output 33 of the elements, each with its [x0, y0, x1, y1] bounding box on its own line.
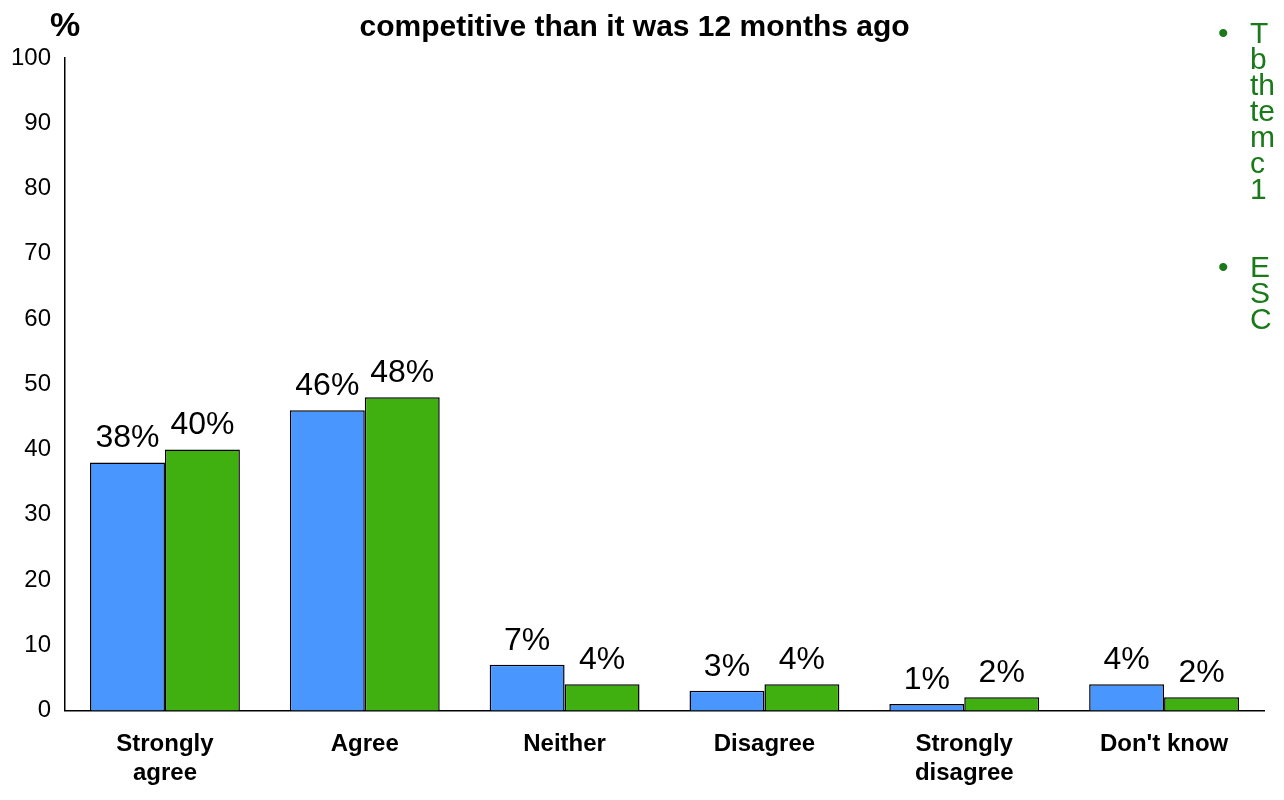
data-label: 4% — [578, 640, 626, 677]
data-label: 3% — [703, 646, 751, 683]
annotation: • E S C — [1218, 250, 1272, 336]
data-label: 1% — [903, 659, 950, 696]
y-tick-label: 80 — [24, 173, 52, 201]
data-label: 4% — [778, 640, 826, 677]
y-tick-label: 10 — [24, 629, 52, 657]
y-tick-label: 50 — [24, 368, 52, 396]
data-label: 4% — [1103, 640, 1150, 677]
annotation: • T b th te m c 1 — [1218, 16, 1276, 206]
data-label: 38% — [95, 418, 160, 455]
y-tick-label: 100 — [11, 42, 52, 70]
data-label: 46% — [295, 366, 360, 403]
data-label: 2% — [1178, 653, 1225, 690]
x-tick-label: Neither — [523, 729, 606, 757]
x-tick-label: Agree — [330, 729, 399, 757]
y-tick-label: 0 — [37, 695, 52, 723]
y-tick-label: 30 — [24, 499, 52, 527]
data-label: 7% — [504, 620, 551, 657]
y-axis-title: % — [49, 5, 81, 44]
y-tick-label: 90 — [24, 107, 52, 135]
y-tick-label: 20 — [24, 564, 52, 592]
data-label: 48% — [370, 353, 435, 390]
chart-title: competitive than it was 12 months ago — [359, 9, 910, 43]
data-label: 2% — [978, 653, 1025, 690]
x-tick-label: Disagree — [713, 729, 816, 757]
x-tick-label: Strongly disagree — [914, 729, 1014, 786]
x-tick-label: Strongly agree — [116, 729, 215, 786]
data-label: 40% — [170, 405, 235, 442]
y-tick-label: 40 — [24, 434, 52, 462]
y-tick-label: 60 — [24, 303, 52, 331]
x-tick-label: Don't know — [1099, 729, 1229, 757]
y-tick-label: 70 — [24, 238, 52, 266]
